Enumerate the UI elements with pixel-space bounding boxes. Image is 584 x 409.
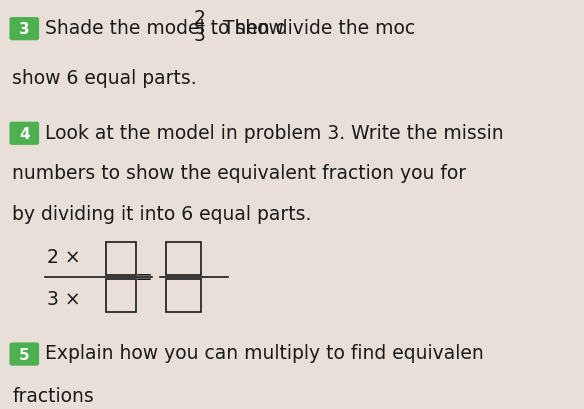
Bar (106, 280, 136, 312)
Text: show 6 equal parts.: show 6 equal parts. (12, 69, 197, 88)
Bar (166, 243, 201, 276)
FancyBboxPatch shape (9, 18, 39, 41)
Text: fractions: fractions (12, 386, 94, 405)
Text: 2 ×: 2 × (47, 247, 81, 266)
Text: 2: 2 (193, 9, 205, 28)
FancyBboxPatch shape (9, 343, 39, 366)
Text: Explain how you can multiply to find equivalen: Explain how you can multiply to find equ… (44, 344, 483, 362)
Text: 3: 3 (193, 26, 205, 45)
Text: 4: 4 (19, 126, 30, 142)
Text: 5: 5 (19, 347, 30, 362)
Text: by dividing it into 6 equal parts.: by dividing it into 6 equal parts. (12, 204, 311, 223)
Text: Shade the model to show: Shade the model to show (44, 19, 290, 38)
Text: 3: 3 (19, 22, 30, 37)
Bar (106, 243, 136, 276)
Text: 3 ×: 3 × (47, 290, 81, 308)
Bar (166, 280, 201, 312)
Text: =: = (135, 268, 153, 288)
FancyBboxPatch shape (9, 122, 39, 146)
Text: numbers to show the equivalent fraction you for: numbers to show the equivalent fraction … (12, 164, 466, 183)
Text: . Then divide the moc: . Then divide the moc (210, 19, 415, 38)
Text: Look at the model in problem 3. Write the missin: Look at the model in problem 3. Write th… (44, 123, 503, 142)
